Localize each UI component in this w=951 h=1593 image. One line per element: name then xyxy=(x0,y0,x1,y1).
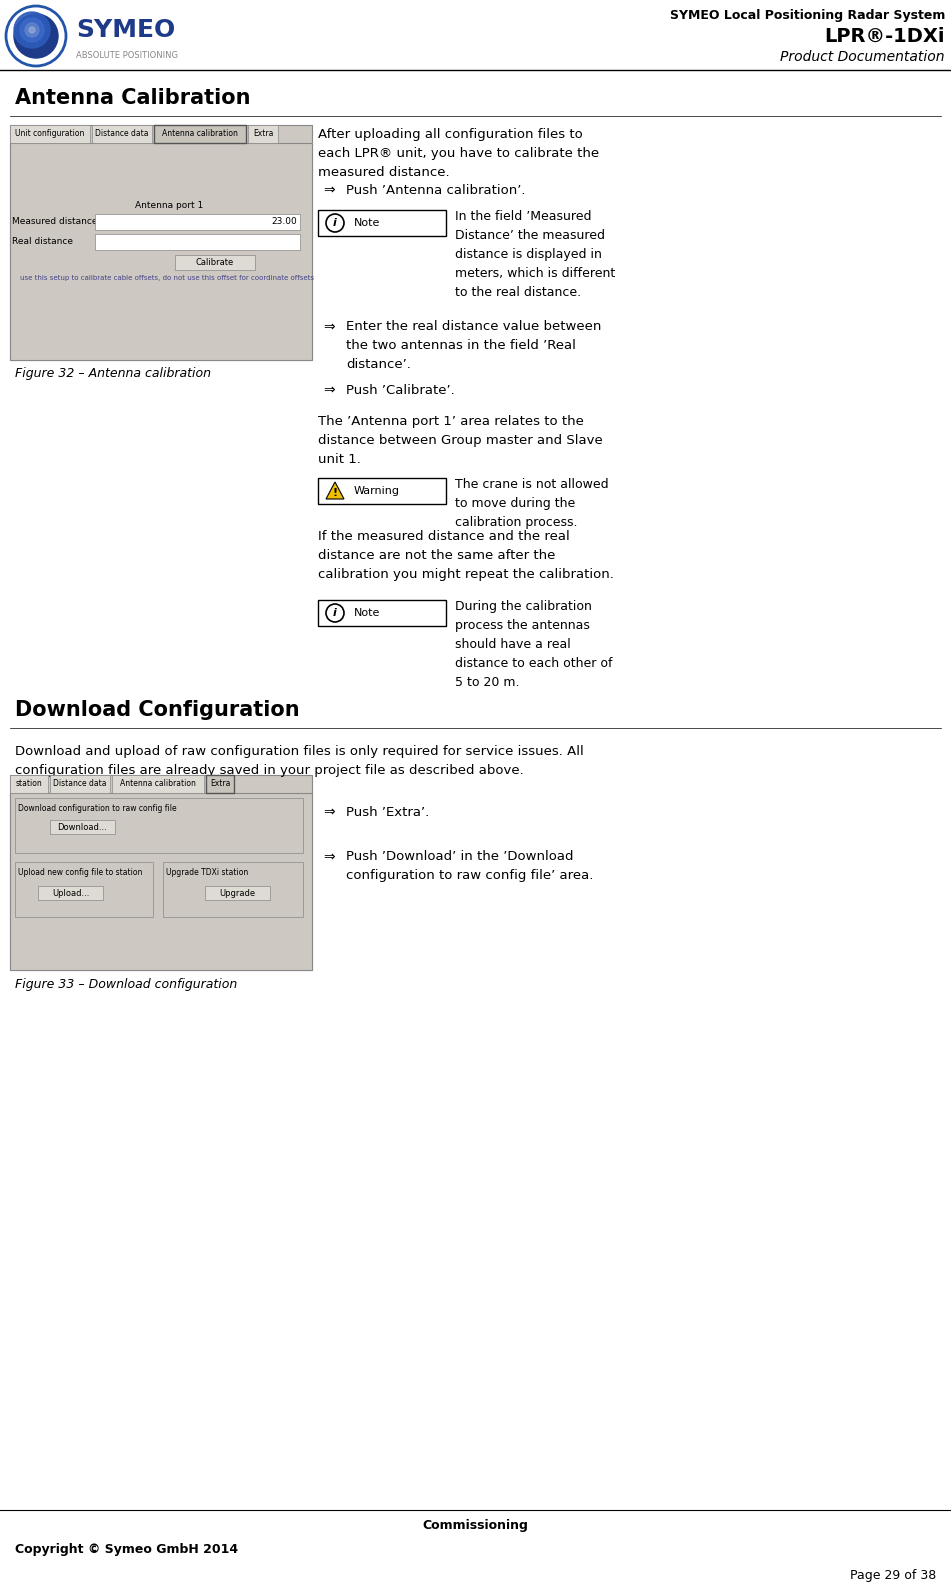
FancyBboxPatch shape xyxy=(95,234,300,250)
FancyBboxPatch shape xyxy=(10,124,312,360)
Text: !: ! xyxy=(333,487,338,499)
Text: Extra: Extra xyxy=(210,779,230,789)
Text: Push ’Extra’.: Push ’Extra’. xyxy=(346,806,429,819)
Text: Push ’Antenna calibration’.: Push ’Antenna calibration’. xyxy=(346,183,526,196)
Text: ⇒: ⇒ xyxy=(323,851,335,863)
FancyBboxPatch shape xyxy=(10,143,312,360)
Text: Extra: Extra xyxy=(253,129,273,139)
Text: Antenna calibration: Antenna calibration xyxy=(162,129,238,139)
FancyBboxPatch shape xyxy=(10,776,48,793)
FancyBboxPatch shape xyxy=(154,124,246,143)
Polygon shape xyxy=(326,483,344,499)
Text: Unit configuration: Unit configuration xyxy=(15,129,85,139)
Text: ⇒: ⇒ xyxy=(323,382,335,397)
FancyBboxPatch shape xyxy=(163,862,303,918)
Text: The ’Antenna port 1’ area relates to the
distance between Group master and Slave: The ’Antenna port 1’ area relates to the… xyxy=(318,416,603,467)
Text: station: station xyxy=(15,779,43,789)
Circle shape xyxy=(25,22,39,37)
FancyBboxPatch shape xyxy=(38,886,103,900)
Text: Figure 32 – Antenna calibration: Figure 32 – Antenna calibration xyxy=(15,366,211,381)
Text: Download configuration to raw config file: Download configuration to raw config fil… xyxy=(18,804,177,812)
Text: 23.00: 23.00 xyxy=(271,218,297,226)
Text: Download and upload of raw configuration files is only required for service issu: Download and upload of raw configuration… xyxy=(15,746,584,777)
FancyBboxPatch shape xyxy=(10,776,312,970)
Text: In the field ’Measured
Distance’ the measured
distance is displayed in
meters, w: In the field ’Measured Distance’ the mea… xyxy=(455,210,615,299)
Text: ⇒: ⇒ xyxy=(323,320,335,335)
Text: Copyright © Symeo GmbH 2014: Copyright © Symeo GmbH 2014 xyxy=(15,1544,238,1556)
Text: Upgrade: Upgrade xyxy=(220,889,256,897)
Text: Antenna calibration: Antenna calibration xyxy=(120,779,196,789)
Text: ⇒: ⇒ xyxy=(323,804,335,819)
Text: Enter the real distance value between
the two antennas in the field ’Real
distan: Enter the real distance value between th… xyxy=(346,320,601,371)
FancyBboxPatch shape xyxy=(205,886,270,900)
FancyBboxPatch shape xyxy=(318,478,446,503)
Text: Note: Note xyxy=(354,609,380,618)
FancyBboxPatch shape xyxy=(50,820,115,835)
Circle shape xyxy=(14,14,58,57)
FancyBboxPatch shape xyxy=(50,776,110,793)
Text: Distance data: Distance data xyxy=(53,779,107,789)
Text: Push ’Calibrate’.: Push ’Calibrate’. xyxy=(346,384,455,397)
Text: Antenna Calibration: Antenna Calibration xyxy=(15,88,250,108)
Text: After uploading all configuration files to
each LPR® unit, you have to calibrate: After uploading all configuration files … xyxy=(318,127,599,178)
Text: The crane is not allowed
to move during the
calibration process.: The crane is not allowed to move during … xyxy=(455,478,609,529)
FancyBboxPatch shape xyxy=(318,210,446,236)
Text: Antenna port 1: Antenna port 1 xyxy=(135,201,204,210)
Circle shape xyxy=(20,18,44,41)
FancyBboxPatch shape xyxy=(206,776,234,793)
Text: Product Documentation: Product Documentation xyxy=(781,49,945,64)
Text: Upgrade TDXi station: Upgrade TDXi station xyxy=(166,868,248,878)
Text: i: i xyxy=(333,218,337,228)
FancyBboxPatch shape xyxy=(318,601,446,626)
FancyBboxPatch shape xyxy=(175,255,255,269)
Text: Download...: Download... xyxy=(58,822,107,832)
Text: If the measured distance and the real
distance are not the same after the
calibr: If the measured distance and the real di… xyxy=(318,530,614,581)
Text: ABSOLUTE POSITIONING: ABSOLUTE POSITIONING xyxy=(76,51,178,59)
Text: LPR®-1DXi: LPR®-1DXi xyxy=(825,27,945,46)
Text: SYMEO Local Positioning Radar System: SYMEO Local Positioning Radar System xyxy=(670,10,945,22)
Circle shape xyxy=(14,13,50,48)
Text: Warning: Warning xyxy=(354,486,400,495)
Text: Real distance: Real distance xyxy=(12,237,73,247)
Text: SYMEO: SYMEO xyxy=(76,18,175,41)
Text: use this setup to calibrate cable offsets, do not use this offset for coordinate: use this setup to calibrate cable offset… xyxy=(20,276,314,280)
Text: Commissioning: Commissioning xyxy=(422,1518,529,1531)
FancyBboxPatch shape xyxy=(15,862,153,918)
FancyBboxPatch shape xyxy=(10,793,312,970)
Text: Note: Note xyxy=(354,218,380,228)
Text: Push ’Download’ in the ’Download
configuration to raw config file’ area.: Push ’Download’ in the ’Download configu… xyxy=(346,851,593,883)
Text: During the calibration
process the antennas
should have a real
distance to each : During the calibration process the anten… xyxy=(455,601,612,690)
FancyBboxPatch shape xyxy=(95,213,300,229)
Text: ⇒: ⇒ xyxy=(323,183,335,198)
FancyBboxPatch shape xyxy=(92,124,152,143)
Text: Upload...: Upload... xyxy=(51,889,89,897)
FancyBboxPatch shape xyxy=(15,798,303,852)
FancyBboxPatch shape xyxy=(112,776,204,793)
Text: Calibrate: Calibrate xyxy=(196,258,234,268)
Text: Page 29 of 38: Page 29 of 38 xyxy=(850,1569,936,1582)
Text: Distance data: Distance data xyxy=(95,129,148,139)
Text: i: i xyxy=(333,609,337,618)
FancyBboxPatch shape xyxy=(10,124,90,143)
Text: Upload new config file to station: Upload new config file to station xyxy=(18,868,143,878)
Text: Download Configuration: Download Configuration xyxy=(15,699,300,720)
Text: Measured distance: Measured distance xyxy=(12,218,98,226)
Text: Figure 33 – Download configuration: Figure 33 – Download configuration xyxy=(15,978,237,991)
FancyBboxPatch shape xyxy=(248,124,278,143)
Circle shape xyxy=(29,27,35,33)
